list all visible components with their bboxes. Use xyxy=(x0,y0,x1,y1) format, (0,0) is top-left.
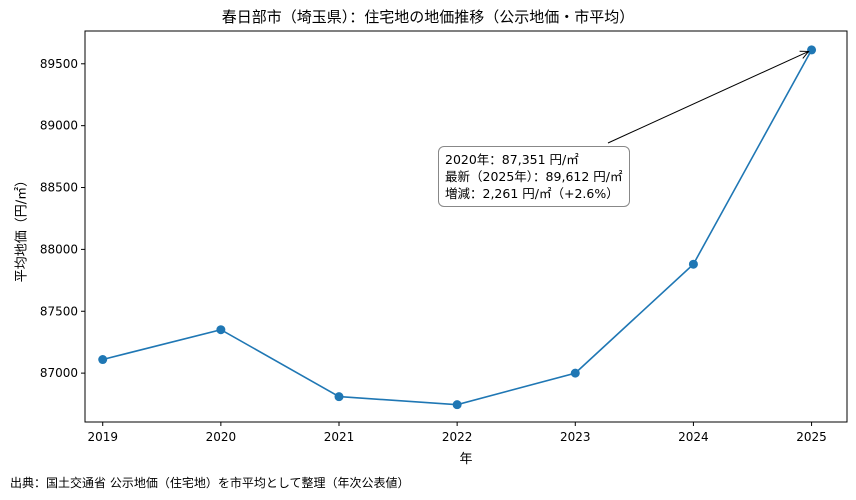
data-point xyxy=(570,368,580,378)
y-tick-label: 88000 xyxy=(40,242,78,256)
annotation-arrow xyxy=(607,50,809,144)
x-tick-label: 2023 xyxy=(560,430,591,444)
y-tick-label: 87000 xyxy=(40,366,78,380)
x-tick-label: 2024 xyxy=(678,430,709,444)
y-axis-label: 平均地価（円/㎡） xyxy=(14,173,30,283)
annotation-arrowhead xyxy=(799,50,810,59)
chart-title: 春日部市（埼玉県）：住宅地の地価推移（公示地価・市平均） xyxy=(221,8,635,26)
x-tick-label: 2022 xyxy=(442,430,473,444)
data-point xyxy=(688,259,698,269)
annotation-line-2: 最新（2025年）：89,612 円/㎡ xyxy=(445,169,623,184)
y-tick-label: 88500 xyxy=(40,181,78,195)
data-point xyxy=(216,325,226,335)
x-tick-label: 2021 xyxy=(324,430,355,444)
y-tick-label: 87500 xyxy=(40,304,78,318)
annotation-line-3: 増減：2,261 円/㎡（+2.6%） xyxy=(445,186,619,201)
x-tick-label: 2019 xyxy=(87,430,118,444)
data-point xyxy=(334,392,344,402)
x-axis-label: 年 xyxy=(459,452,473,467)
data-point xyxy=(452,400,462,410)
x-tick-label: 2025 xyxy=(796,430,827,444)
source-note: 出典：国土交通省 公示地価（住宅地）を市平均として整理（年次公表値） xyxy=(10,476,410,490)
x-tick-label: 2020 xyxy=(206,430,237,444)
data-point xyxy=(807,45,817,55)
y-tick-label: 89500 xyxy=(40,57,78,71)
annotation-box: 2020年：87,351 円/㎡ 最新（2025年）：89,612 円/㎡ 増減… xyxy=(438,146,630,207)
data-point xyxy=(98,355,108,365)
plot-area xyxy=(84,30,848,423)
annotation-line-1: 2020年：87,351 円/㎡ xyxy=(445,152,579,167)
y-tick-label: 89000 xyxy=(40,119,78,133)
